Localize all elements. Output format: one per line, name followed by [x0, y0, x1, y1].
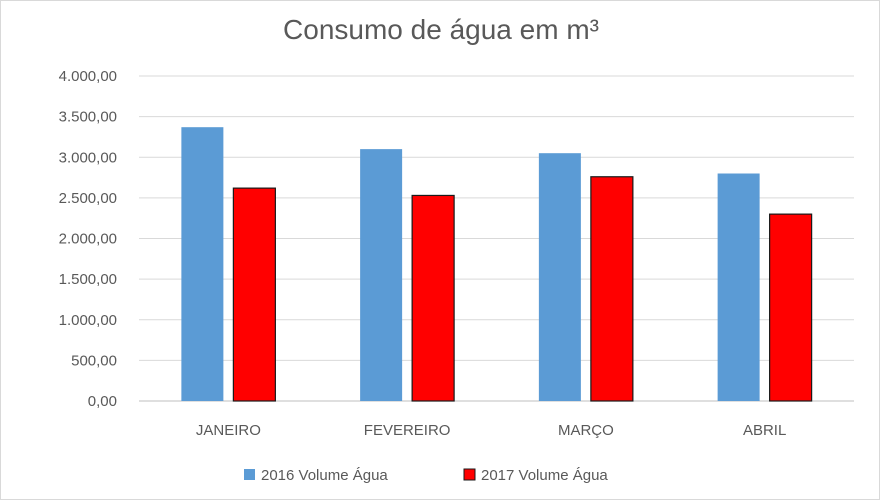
- bars: [181, 127, 813, 402]
- legend-swatch-series-1: [244, 469, 255, 480]
- y-tick-label: 1.000,00: [59, 312, 117, 329]
- x-tick-label: FEVEREIRO: [364, 422, 451, 439]
- chart-title: Consumo de água em m³: [283, 14, 599, 45]
- y-tick-label: 3.000,00: [59, 149, 117, 166]
- legend: 2016 Volume Água 2017 Volume Água: [244, 467, 608, 484]
- y-tick-label: 2.000,00: [59, 231, 117, 248]
- x-tick-label: ABRIL: [743, 422, 786, 439]
- y-tick-label: 500,00: [71, 352, 117, 369]
- x-axis-ticks: JANEIRO FEVEREIRO MARÇO ABRIL: [196, 422, 786, 439]
- legend-label-series-1: 2016 Volume Água: [261, 467, 388, 484]
- legend-label-series-2: 2017 Volume Água: [481, 467, 608, 484]
- bar-abril-series-1: [717, 173, 760, 401]
- bar-abril-series-2: [769, 213, 813, 402]
- legend-swatch-series-2: [463, 468, 476, 481]
- y-tick-label: 3.500,00: [59, 109, 117, 126]
- bar-janeiro-series-1: [181, 127, 224, 401]
- y-tick-label: 4.000,00: [59, 68, 117, 85]
- y-tick-label: 0,00: [88, 393, 117, 410]
- bar-março-series-2: [590, 176, 634, 402]
- bar-janeiro-series-2: [232, 187, 276, 402]
- y-axis-ticks: 0,00 500,00 1.000,00 1.500,00 2.000,00 2.500,…: [59, 68, 117, 410]
- y-tick-label: 2.500,00: [59, 190, 117, 207]
- bar-fevereiro-series-2: [411, 194, 455, 402]
- y-tick-label: 1.500,00: [59, 271, 117, 288]
- bar-março-series-1: [538, 153, 581, 401]
- x-tick-label: JANEIRO: [196, 422, 261, 439]
- bar-fevereiro-series-1: [360, 149, 403, 401]
- x-tick-label: MARÇO: [558, 422, 614, 439]
